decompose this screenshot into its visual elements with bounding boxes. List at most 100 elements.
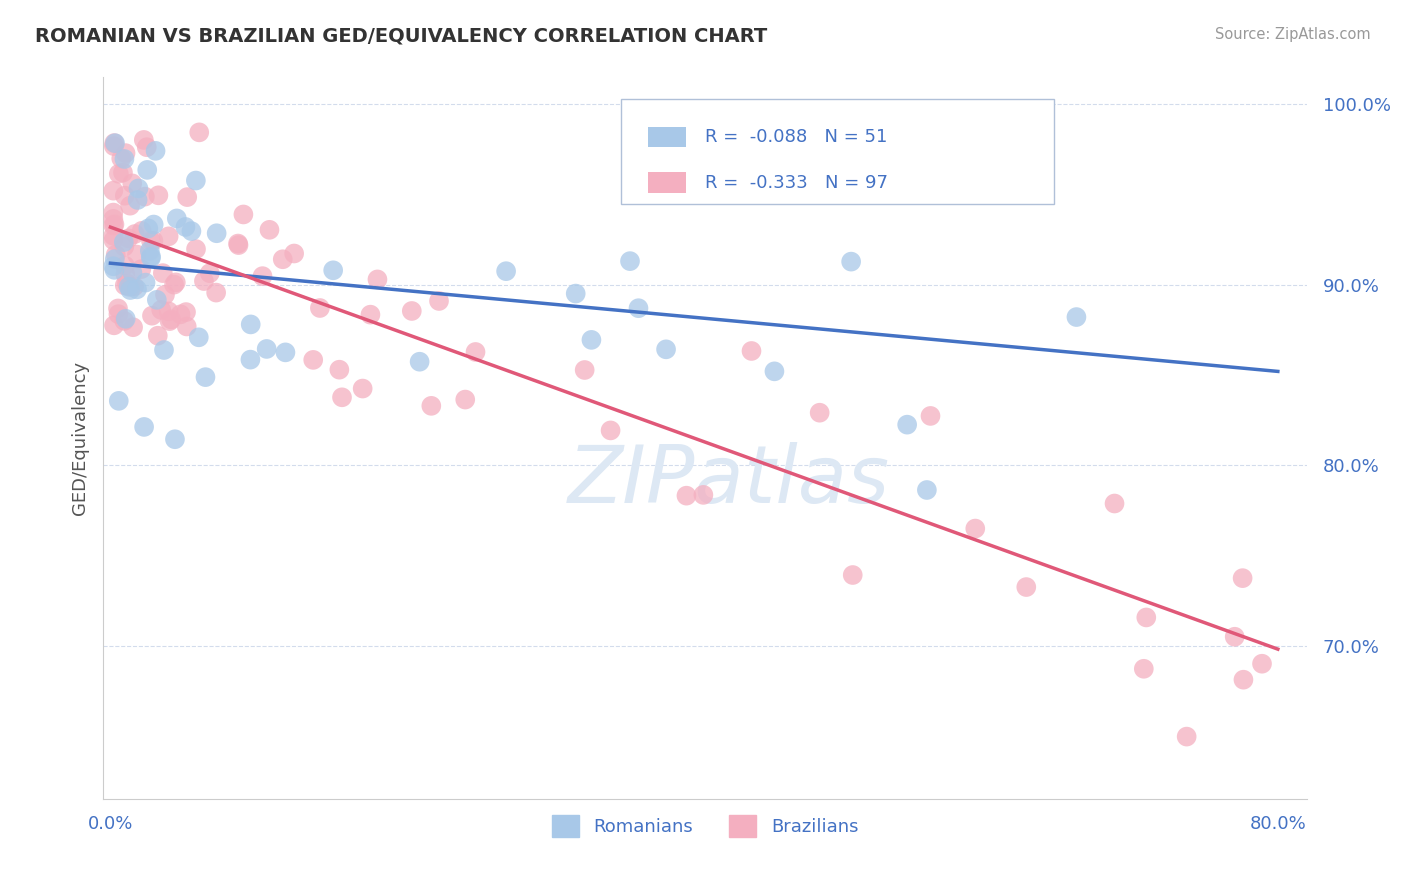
Point (174, 219, 197, 234)
Point (120, 279, 142, 293)
Point (139, 234, 162, 248)
Point (1066, 310, 1088, 324)
Point (180, 224, 202, 238)
Y-axis label: GED/Equivalency: GED/Equivalency (72, 361, 89, 516)
Point (464, 345, 486, 359)
Point (675, 489, 697, 503)
Point (655, 343, 678, 357)
Point (309, 301, 332, 315)
Point (153, 343, 176, 357)
Point (193, 274, 215, 288)
Point (104, 252, 127, 266)
Point (187, 330, 209, 344)
Point (114, 278, 136, 293)
Point (1251, 657, 1274, 671)
Point (692, 488, 714, 502)
Text: R =  -0.088   N = 51: R = -0.088 N = 51 (704, 128, 887, 145)
Point (160, 312, 183, 326)
Point (1015, 580, 1038, 594)
Point (114, 259, 136, 273)
Point (157, 304, 180, 318)
Point (103, 263, 125, 277)
Point (232, 207, 254, 221)
Point (127, 193, 149, 207)
Point (107, 393, 129, 408)
FancyBboxPatch shape (648, 127, 686, 147)
Point (965, 522, 987, 536)
Point (174, 305, 197, 319)
Point (122, 320, 145, 334)
Point (134, 189, 156, 203)
Point (114, 146, 136, 161)
Point (198, 266, 221, 280)
Point (205, 227, 228, 241)
Point (103, 233, 125, 247)
Point (495, 264, 517, 278)
Text: Source: ZipAtlas.com: Source: ZipAtlas.com (1215, 27, 1371, 42)
Point (159, 314, 181, 328)
Text: R =  -0.333   N = 97: R = -0.333 N = 97 (704, 174, 889, 192)
Point (1135, 610, 1157, 624)
Point (915, 483, 938, 497)
Point (132, 133, 155, 147)
Point (420, 399, 443, 413)
Point (148, 188, 170, 202)
Point (136, 221, 159, 235)
Point (114, 267, 136, 281)
Point (564, 286, 586, 301)
Point (226, 236, 249, 251)
Point (740, 343, 762, 358)
Point (141, 309, 163, 323)
Point (103, 139, 125, 153)
Point (661, 187, 683, 202)
Point (401, 304, 423, 318)
Point (120, 283, 142, 297)
Point (427, 293, 450, 308)
Point (1223, 630, 1246, 644)
Point (163, 432, 186, 446)
Point (274, 345, 297, 359)
Point (115, 277, 138, 291)
Point (184, 173, 207, 187)
Point (142, 234, 165, 248)
Point (103, 184, 125, 198)
Point (111, 165, 134, 179)
FancyBboxPatch shape (648, 172, 686, 193)
Point (132, 420, 155, 434)
Point (328, 362, 350, 376)
Point (283, 246, 305, 260)
Point (110, 152, 132, 166)
Point (118, 279, 141, 293)
Point (1232, 673, 1254, 687)
Text: ROMANIAN VS BRAZILIAN GED/EQUIVALENCY CORRELATION CHART: ROMANIAN VS BRAZILIAN GED/EQUIVALENCY CO… (35, 27, 768, 45)
Point (763, 364, 786, 378)
Point (108, 167, 131, 181)
Point (163, 277, 186, 292)
Point (103, 228, 125, 243)
Point (104, 136, 127, 151)
Point (103, 205, 125, 219)
Point (114, 311, 136, 326)
Point (194, 370, 217, 384)
Point (188, 125, 211, 139)
Point (841, 568, 863, 582)
Point (322, 263, 344, 277)
Point (104, 248, 127, 262)
Point (121, 177, 143, 191)
Point (408, 355, 430, 369)
Point (619, 254, 641, 268)
Point (896, 417, 918, 432)
Point (146, 293, 169, 307)
Point (150, 302, 173, 317)
Point (599, 424, 621, 438)
FancyBboxPatch shape (621, 99, 1054, 203)
Point (135, 276, 157, 290)
Point (125, 282, 148, 296)
Point (112, 314, 135, 328)
Point (153, 287, 176, 301)
Point (256, 342, 278, 356)
Point (839, 254, 862, 268)
Point (1133, 662, 1156, 676)
Point (252, 269, 274, 284)
Point (1232, 571, 1254, 585)
